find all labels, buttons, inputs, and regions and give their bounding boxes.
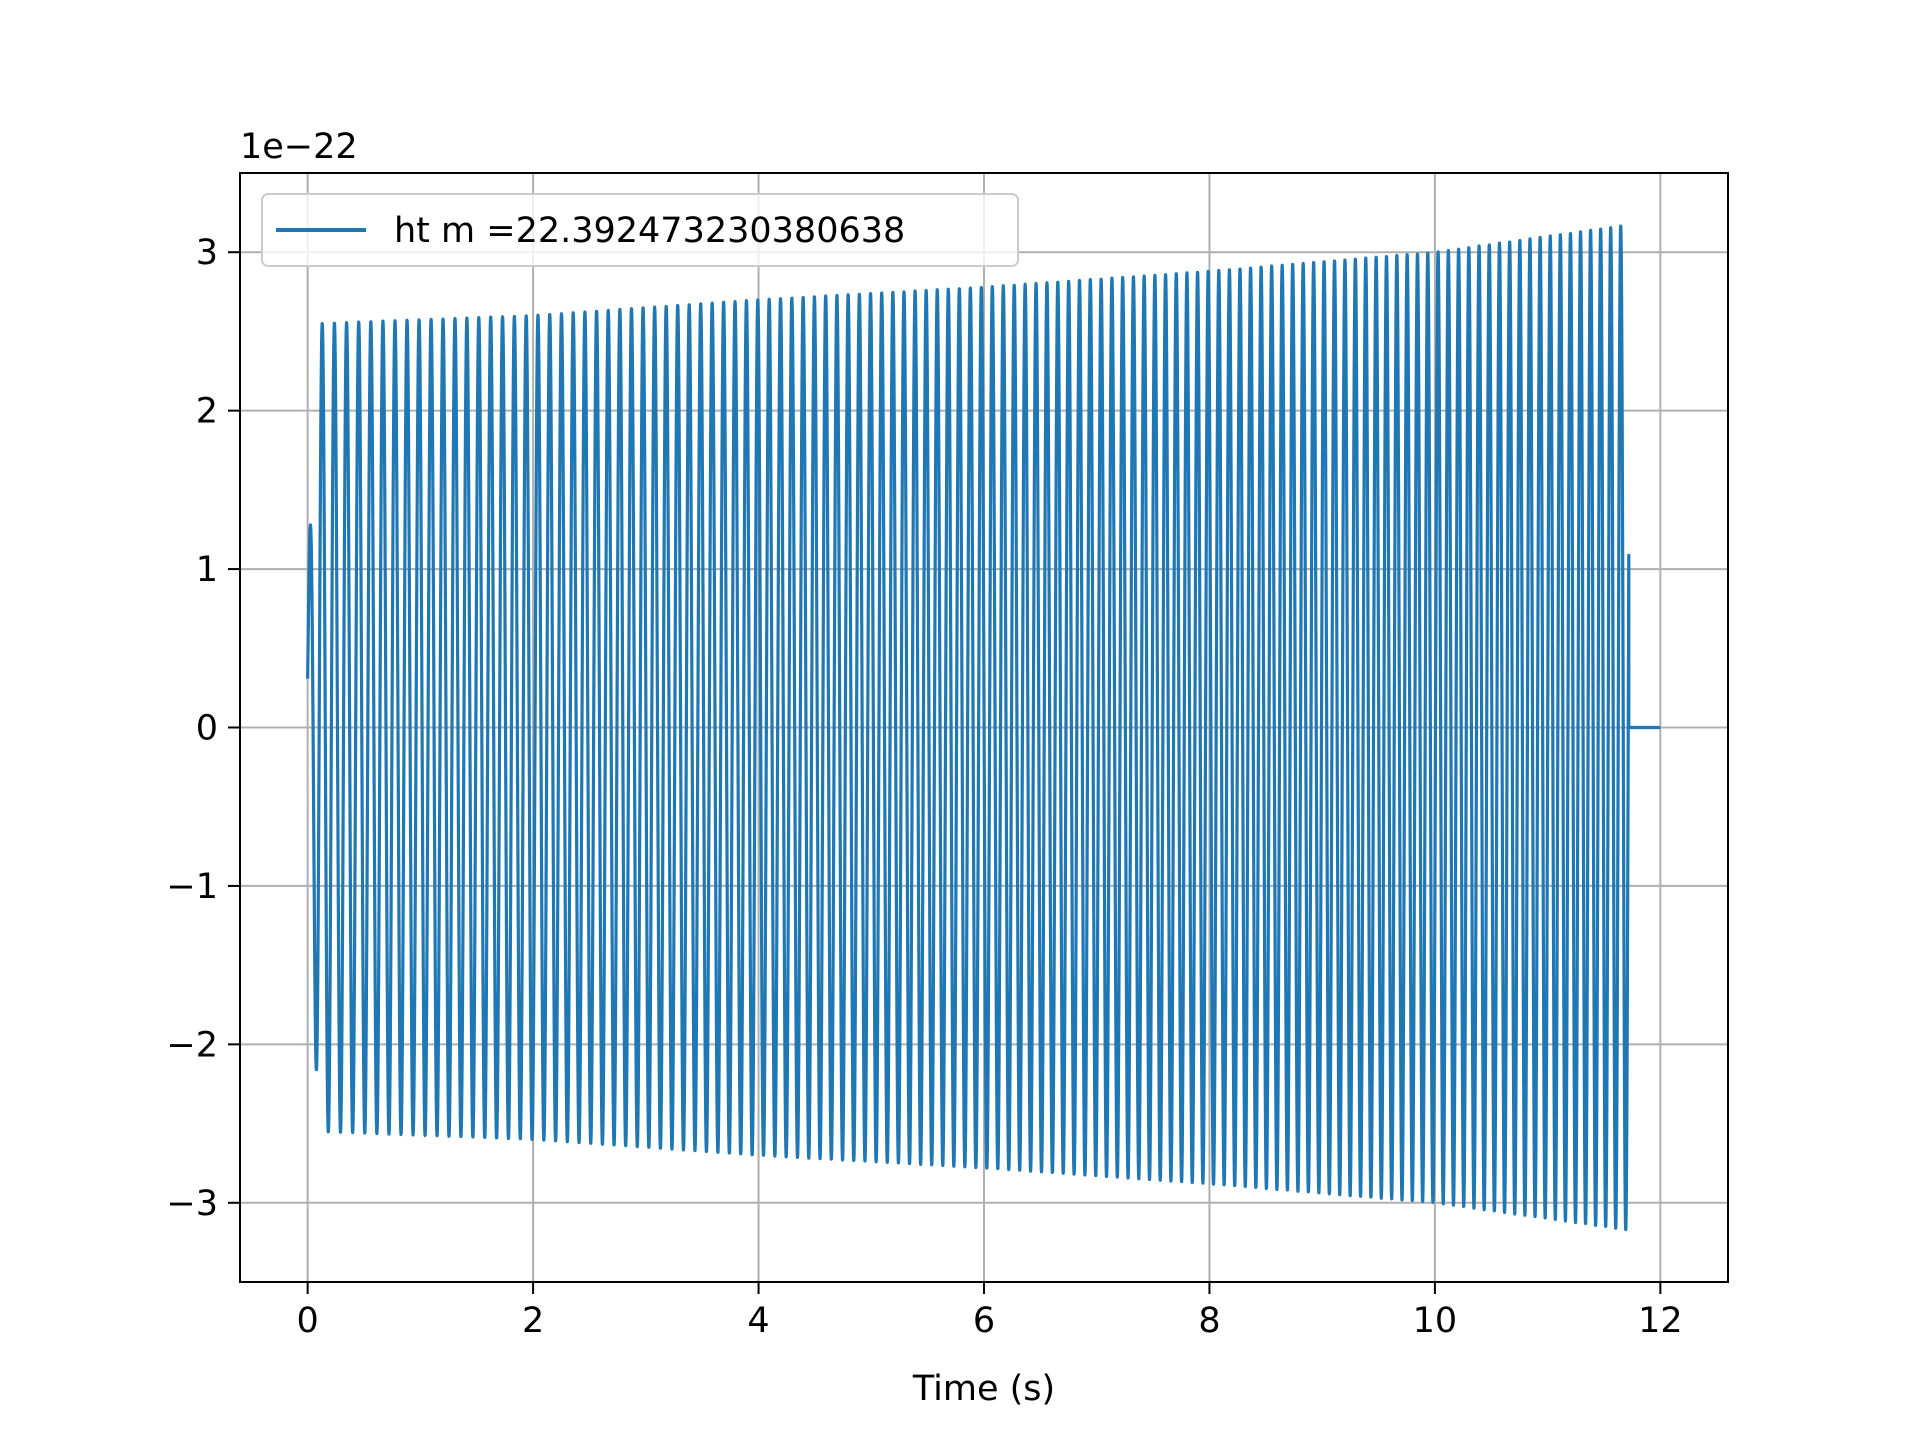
x-tick-label: 0 <box>296 1301 318 1341</box>
legend-box <box>261 193 1019 267</box>
x-tick-label: 6 <box>973 1301 995 1341</box>
x-tick-label: 8 <box>1198 1301 1220 1341</box>
y-offset-label: 1e−22 <box>240 127 358 167</box>
x-tick-label: 2 <box>522 1301 544 1341</box>
x-tick-label: 10 <box>1413 1301 1458 1341</box>
legend-label: ht m =22.392473230380638 <box>394 211 905 251</box>
x-axis-label: Time (s) <box>912 1369 1055 1409</box>
y-tick-label: 2 <box>196 392 218 432</box>
y-axis: −3 −2 −1 0 1 2 3 <box>166 233 240 1224</box>
y-tick-label: 3 <box>196 233 218 273</box>
y-tick-label: −1 <box>166 867 218 907</box>
x-axis: 0 2 4 6 8 10 12 <box>296 1282 1683 1341</box>
y-tick-label: −2 <box>166 1025 218 1065</box>
legend: ht m =22.392473230380638 <box>261 193 1019 267</box>
y-tick-label: 1 <box>196 550 218 590</box>
x-tick-label: 12 <box>1638 1301 1683 1341</box>
series-layer <box>306 224 1661 1232</box>
y-tick-label: −3 <box>166 1184 218 1224</box>
y-tick-label: 0 <box>196 709 218 749</box>
series-line <box>306 224 1661 1232</box>
x-tick-label: 4 <box>747 1301 769 1341</box>
